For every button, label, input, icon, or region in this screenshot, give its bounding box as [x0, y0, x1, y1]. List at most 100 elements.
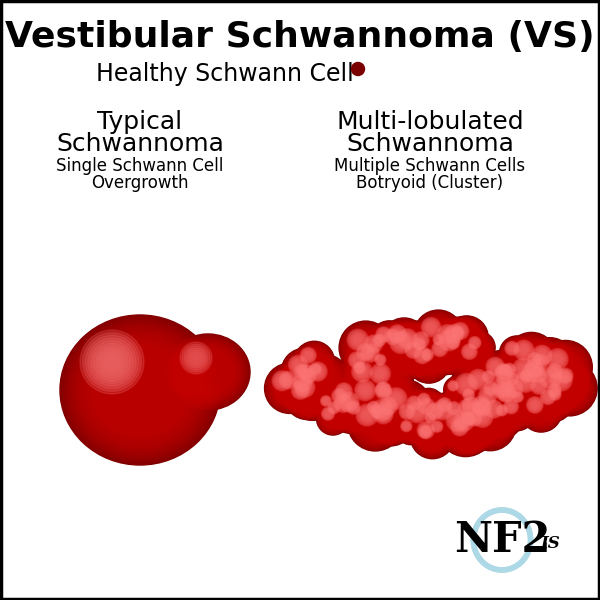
Circle shape — [511, 377, 515, 381]
Circle shape — [350, 359, 390, 400]
Circle shape — [357, 365, 362, 371]
Circle shape — [473, 341, 476, 344]
Circle shape — [445, 378, 469, 401]
Circle shape — [362, 356, 413, 407]
Circle shape — [494, 365, 514, 384]
Circle shape — [434, 335, 451, 352]
Circle shape — [467, 402, 514, 448]
Circle shape — [414, 334, 440, 359]
Circle shape — [479, 388, 496, 404]
Circle shape — [372, 379, 406, 412]
Circle shape — [335, 392, 343, 400]
Circle shape — [542, 379, 577, 413]
Circle shape — [484, 372, 494, 382]
Circle shape — [449, 323, 475, 350]
Circle shape — [426, 413, 435, 422]
Circle shape — [406, 325, 448, 368]
Circle shape — [350, 358, 379, 387]
Circle shape — [409, 334, 439, 364]
Circle shape — [471, 372, 485, 386]
Circle shape — [535, 348, 549, 362]
Circle shape — [407, 402, 443, 439]
Circle shape — [468, 397, 500, 429]
Circle shape — [350, 375, 396, 421]
Circle shape — [502, 361, 527, 386]
Circle shape — [453, 416, 462, 425]
Circle shape — [386, 331, 410, 355]
Circle shape — [526, 360, 556, 389]
Circle shape — [407, 340, 450, 383]
Circle shape — [289, 379, 325, 415]
Circle shape — [457, 376, 492, 410]
Circle shape — [428, 395, 472, 440]
Circle shape — [320, 406, 345, 431]
Circle shape — [476, 411, 488, 424]
Circle shape — [346, 400, 371, 425]
Circle shape — [538, 388, 569, 418]
Circle shape — [452, 331, 457, 337]
Circle shape — [417, 393, 440, 416]
Circle shape — [331, 388, 358, 415]
Circle shape — [475, 399, 502, 427]
Circle shape — [388, 332, 409, 354]
Circle shape — [408, 403, 427, 422]
Circle shape — [531, 358, 587, 414]
Circle shape — [363, 346, 377, 361]
Circle shape — [323, 398, 337, 413]
Circle shape — [527, 348, 566, 388]
Circle shape — [372, 379, 407, 415]
Circle shape — [303, 350, 326, 373]
Circle shape — [334, 381, 367, 414]
Circle shape — [449, 320, 484, 355]
Circle shape — [461, 402, 485, 425]
Circle shape — [464, 414, 482, 432]
Circle shape — [338, 398, 349, 409]
Circle shape — [439, 402, 492, 455]
Circle shape — [372, 407, 381, 416]
Circle shape — [283, 350, 327, 394]
Circle shape — [552, 391, 568, 407]
Circle shape — [546, 348, 585, 386]
Circle shape — [412, 337, 436, 361]
Circle shape — [461, 401, 485, 426]
Circle shape — [296, 376, 323, 403]
Circle shape — [375, 354, 394, 374]
Circle shape — [513, 369, 554, 410]
Circle shape — [325, 410, 341, 427]
Circle shape — [527, 362, 554, 388]
Circle shape — [361, 343, 394, 376]
Circle shape — [494, 379, 524, 410]
Circle shape — [482, 353, 522, 394]
Circle shape — [499, 336, 535, 371]
Circle shape — [269, 368, 310, 409]
Circle shape — [388, 332, 409, 353]
Circle shape — [523, 357, 558, 392]
Circle shape — [446, 335, 470, 359]
Circle shape — [527, 361, 554, 388]
Circle shape — [422, 350, 442, 369]
Circle shape — [466, 416, 470, 420]
Circle shape — [475, 400, 502, 426]
Circle shape — [292, 372, 327, 407]
Circle shape — [364, 391, 418, 445]
Circle shape — [294, 374, 325, 405]
Circle shape — [371, 332, 398, 359]
Circle shape — [413, 346, 445, 377]
Circle shape — [451, 419, 481, 449]
Circle shape — [424, 350, 431, 359]
Circle shape — [407, 397, 421, 410]
Circle shape — [308, 362, 331, 385]
Circle shape — [359, 346, 371, 358]
Text: Typical: Typical — [97, 110, 182, 134]
Circle shape — [335, 382, 365, 413]
Circle shape — [357, 367, 367, 377]
Circle shape — [439, 318, 484, 363]
Circle shape — [473, 403, 495, 424]
Circle shape — [293, 359, 330, 396]
Circle shape — [340, 394, 373, 426]
Ellipse shape — [68, 323, 212, 457]
Circle shape — [447, 410, 485, 448]
Circle shape — [514, 370, 553, 410]
Circle shape — [518, 353, 563, 397]
Circle shape — [384, 320, 425, 361]
